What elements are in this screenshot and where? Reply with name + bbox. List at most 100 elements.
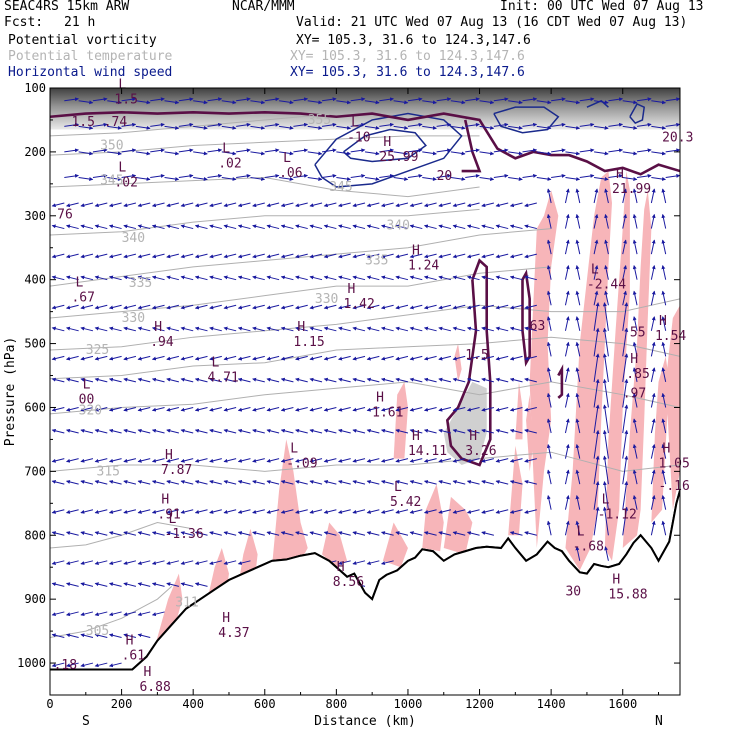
wind-arrow-111 — [108, 582, 122, 587]
wind-arrow-215 — [180, 480, 194, 485]
pv-shade-pink-3 — [271, 439, 308, 568]
wind-arrow-340 — [280, 275, 294, 281]
wind-arrow-515 — [409, 458, 423, 463]
wind-arrow-726 — [593, 302, 600, 331]
extremum-marker-41: H — [222, 611, 230, 626]
wind-arrow-239 — [194, 582, 208, 587]
wind-arrow-762 — [622, 290, 627, 306]
wind-arrow-407 — [350, 122, 366, 127]
pv-shade-pink-9 — [454, 343, 462, 382]
wind-arrow-225 — [194, 224, 208, 230]
pv-shade-pink-17 — [651, 356, 670, 523]
wind-arrow-741 — [604, 239, 609, 255]
x-tick-label-1: 200 — [111, 697, 133, 711]
wind-arrow-730 — [593, 404, 600, 434]
wind-arrow-298 — [264, 122, 280, 127]
wind-arrow-565 — [452, 355, 466, 361]
wind-arrow-248 — [209, 304, 222, 310]
wind-arrow-778 — [632, 239, 638, 255]
wind-arrow-732 — [593, 455, 600, 485]
wind-arrow-18 — [51, 560, 65, 565]
extremum-marker-0: L — [118, 77, 126, 92]
wind-arrow-394 — [323, 275, 337, 281]
extremum-value-20: 55 — [630, 326, 646, 341]
wind-arrow-264 — [223, 224, 237, 230]
wind-arrow-79 — [94, 355, 108, 361]
wind-arrow-688 — [564, 290, 570, 306]
wind-arrow-101 — [108, 326, 122, 332]
wind-arrow-85 — [94, 509, 108, 514]
wind-arrow-617 — [495, 304, 509, 310]
wind-arrow-635 — [509, 326, 523, 332]
wind-arrow-575 — [479, 151, 495, 156]
wind-arrow-747 — [602, 378, 609, 408]
wind-arrow-593 — [493, 148, 509, 153]
wind-arrow-451 — [366, 253, 380, 259]
wind-arrow-180 — [178, 97, 194, 102]
wind-arrow-380 — [309, 377, 323, 383]
wind-arrow-376 — [309, 275, 323, 281]
wind-arrow-681 — [565, 125, 581, 130]
wind-arrow-599 — [481, 304, 494, 310]
wind-arrow-105 — [108, 428, 122, 434]
wind-arrow-771 — [622, 506, 629, 536]
wind-arrow-426 — [364, 125, 380, 130]
wind-arrow-561 — [452, 253, 466, 259]
wind-arrow-501 — [422, 100, 437, 105]
wind-arrow-208 — [180, 304, 194, 310]
wind-arrow-755 — [622, 125, 638, 130]
field-wind-xy: XY= 105.3, 31.6 to 124.3,147.6 — [290, 65, 525, 80]
extremum-value-5: .06 — [279, 166, 302, 181]
wind-arrow-286 — [237, 304, 251, 310]
wind-arrow-670 — [546, 290, 552, 306]
wind-arrow-132 — [123, 531, 137, 536]
wind-arrow-695 — [564, 469, 570, 485]
wind-arrow-406 — [350, 97, 366, 102]
extremum-value-0: 1.5 — [114, 92, 137, 107]
wind-arrow-540 — [450, 176, 466, 181]
wind-arrow-500 — [395, 531, 409, 536]
wind-arrow-372 — [321, 173, 337, 178]
wind-arrow-749 — [602, 429, 609, 459]
extremum-marker-25: L — [83, 378, 91, 393]
extremum-value-1: 1.5 — [71, 115, 94, 130]
wind-arrow-210 — [180, 355, 194, 361]
wind-arrow-574 — [479, 125, 495, 130]
pv-shade-pink-16 — [622, 190, 652, 549]
wind-arrow-231 — [194, 377, 208, 383]
wind-arrow-535 — [423, 509, 437, 514]
wind-arrow-116 — [135, 125, 151, 130]
wind-arrow-668 — [546, 239, 552, 255]
wind-arrow-737 — [608, 148, 624, 153]
wind-arrow-228 — [194, 304, 208, 310]
wind-arrow-538 — [450, 125, 466, 130]
wind-arrow-143 — [137, 253, 151, 259]
wind-arrow-122 — [123, 275, 137, 281]
wind-arrow-214 — [180, 458, 194, 463]
wind-arrow-337 — [280, 202, 294, 208]
wind-arrow-464 — [393, 100, 409, 105]
wind-arrow-47 — [92, 122, 108, 127]
wind-arrow-287 — [237, 326, 251, 332]
wind-arrow-403 — [323, 509, 337, 514]
wind-arrow-465 — [393, 125, 409, 130]
wind-arrow-789 — [651, 100, 667, 105]
wind-arrow-820 — [661, 418, 667, 434]
wind-arrow-758 — [622, 188, 627, 204]
wind-arrow-251 — [209, 377, 222, 383]
wind-arrow-349 — [280, 509, 294, 514]
wind-arrow-189 — [166, 326, 179, 332]
wind-arrow-791 — [651, 151, 667, 156]
extremum-marker-7: H — [383, 135, 391, 150]
wind-arrow-636 — [509, 355, 523, 361]
wind-arrow-586 — [466, 428, 480, 434]
wind-arrow-701 — [579, 173, 595, 178]
wind-arrow-126 — [123, 377, 137, 383]
wind-arrow-607 — [481, 509, 494, 514]
wind-arrow-638 — [509, 406, 523, 412]
wind-arrow-242 — [221, 151, 237, 156]
wind-arrow-815 — [661, 290, 667, 306]
wind-arrow-780 — [632, 290, 638, 306]
wind-arrow-781 — [632, 316, 638, 331]
wind-arrow-153 — [137, 509, 151, 514]
